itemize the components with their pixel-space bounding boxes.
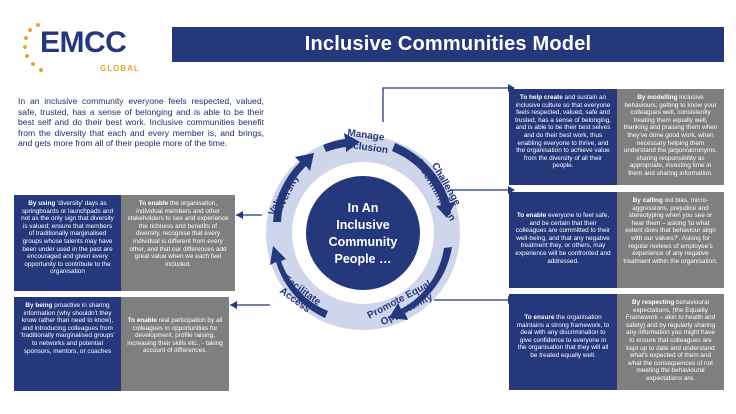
value-aim-box: To enable the organisation, individual m…: [121, 195, 235, 291]
facilitate-how-box: By being proactive in sharing informatio…: [14, 297, 121, 391]
page-title: Inclusive Communities Model: [304, 33, 592, 55]
center-circle: [306, 176, 420, 290]
challenge-aim-box: To enable everyone to feel safe, and be …: [509, 192, 617, 288]
center-line-4: People …: [335, 252, 392, 266]
arrow-value-to-manage: [323, 133, 360, 152]
arrow-promote-to-facilitate: [270, 246, 328, 318]
facilitate-aim-box: To enable real participation by all coll…: [121, 297, 229, 391]
arrowhead-value: [236, 211, 243, 219]
arrow-facilitate-to-value: [273, 153, 314, 222]
connector-manage: [382, 87, 508, 122]
promote-how-box: By respecting behavioural expectations, …: [617, 294, 724, 390]
cycle-ring: [266, 136, 460, 330]
center-line-2: Inclusive: [336, 218, 390, 232]
center-line-1: In An: [348, 201, 379, 215]
emcc-logo: EMCC GLOBAL: [22, 22, 162, 82]
manage-how-box: By modelling inclusive behaviours; getti…: [617, 89, 724, 185]
arrow-manage-to-challenge: [392, 143, 456, 218]
promote-aim-box: To ensure the organisation maintains a s…: [509, 294, 617, 390]
stage-manage-1: Manage: [347, 128, 386, 144]
center-line-3: Community: [329, 235, 398, 249]
title-bar: Inclusive Communities Model: [172, 27, 724, 62]
logo-name: EMCC: [40, 26, 127, 59]
cycle-diagram: In An Inclusive Community People … Manag…: [266, 128, 463, 330]
challenge-how-box: By calling out bias, micro-aggressions, …: [617, 192, 724, 288]
intro-paragraph: In an inclusive community everyone feels…: [18, 96, 264, 149]
arrowhead-facilitate: [230, 301, 237, 309]
value-how-box: By using 'diversity' days as springboard…: [14, 195, 121, 291]
manage-aim-box: To help create and sustain an inclusive …: [509, 89, 617, 185]
arrow-challenge-to-promote: [389, 247, 452, 320]
logo-subtitle: GLOBAL: [100, 64, 140, 73]
